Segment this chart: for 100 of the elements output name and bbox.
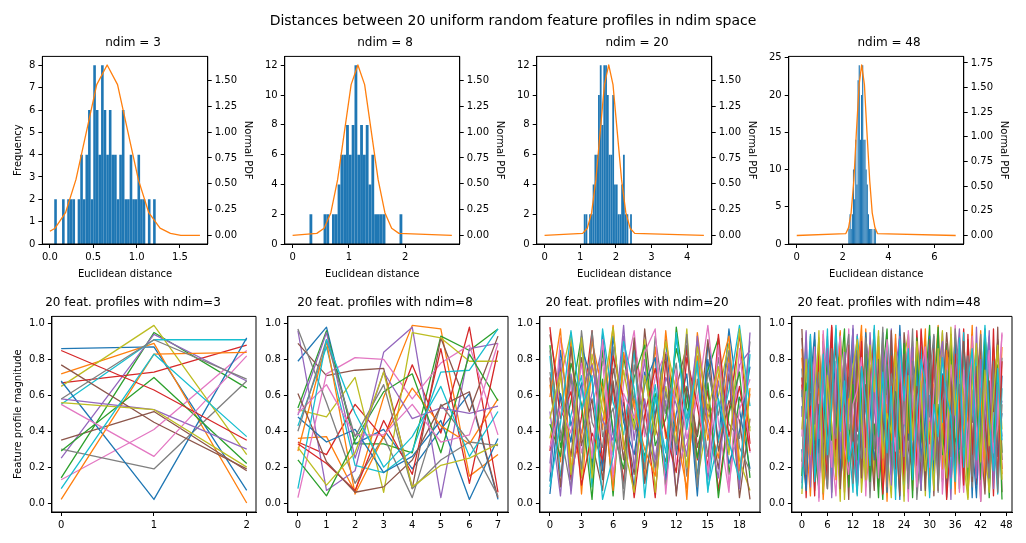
y-tick-label: 6 [523, 148, 530, 160]
x-tick-label: 4 [409, 518, 416, 530]
y-tick-label: 0.6 [29, 388, 45, 400]
y2-tick-label: 1.50 [718, 74, 741, 86]
y-tick-label: 0.0 [517, 496, 533, 508]
y-tick-label: 0.0 [769, 496, 785, 508]
y-tick-label: 1.0 [769, 317, 785, 329]
y-axis-title: Frequency [11, 124, 23, 177]
y-tick-label: 25 [768, 51, 782, 63]
y-tick-label: 12 [264, 58, 278, 70]
y2-tick-label: 0.50 [718, 177, 741, 189]
x-tick-label: 1 [577, 250, 584, 262]
y-tick-label: 6 [28, 103, 36, 115]
x-tick-label: 1 [323, 518, 330, 530]
y-tick-label: 20 [768, 88, 782, 100]
y-tick-label: 0.6 [517, 388, 533, 400]
x-tick-label: 3 [380, 518, 387, 530]
y2-tick-label: 0.25 [466, 203, 489, 215]
y2-axis-title: Normal PDF [747, 120, 759, 180]
x-axis-title: Euclidean distance [77, 267, 173, 279]
x-tick-label: 2 [401, 250, 409, 262]
y-tick-label: 0.6 [265, 388, 281, 400]
y2-axis-title: Normal PDF [243, 120, 255, 180]
y2-tick-label: 0.75 [970, 155, 993, 167]
x-tick-label: 4 [683, 250, 691, 262]
y-tick-label: 4 [28, 148, 36, 160]
x-tick-label: 12 [669, 518, 683, 530]
chart-title: ndim = 8 [357, 35, 413, 50]
x-tick-label: 9 [641, 518, 648, 530]
y-tick-label: 10 [264, 88, 278, 100]
y-tick-label: 0.8 [29, 353, 45, 365]
x-axis-title: Euclidean distance [829, 267, 924, 279]
y-tick-label: 5 [775, 200, 782, 212]
y-tick-label: 10 [516, 88, 530, 100]
x-tick-label: 1 [150, 518, 158, 530]
y-tick-label: 3 [28, 170, 36, 182]
x-tick-label: 2 [351, 518, 359, 530]
y-tick-label: 10 [768, 163, 782, 175]
y-tick-label: 0.6 [769, 388, 785, 400]
y2-tick-label: 0.50 [214, 177, 237, 189]
y2-tick-label: 1.25 [718, 99, 741, 111]
y-tick-label: 0.4 [769, 424, 785, 436]
y2-tick-label: 1.50 [970, 81, 993, 93]
x-tick-label: 0.0 [41, 250, 58, 262]
y-tick-label: 0.8 [517, 353, 533, 365]
y-tick-label: 0 [775, 237, 782, 249]
y-tick-label: 1 [28, 215, 36, 227]
x-tick-label: 24 [897, 518, 911, 530]
x-tick-label: 0 [541, 250, 548, 262]
y2-tick-label: 1.00 [214, 125, 237, 137]
x-tick-label: 18 [872, 518, 885, 530]
y2-tick-label: 0.00 [718, 229, 741, 241]
x-tick-label: 0 [793, 250, 800, 262]
y2-tick-label: 0.75 [718, 151, 741, 163]
y2-tick-label: 0.50 [466, 177, 489, 189]
y2-tick-label: 0.00 [970, 229, 993, 241]
y-tick-label: 8 [28, 58, 36, 70]
x-tick-label: 0 [57, 518, 65, 530]
y2-axis-title: Normal PDF [999, 120, 1011, 180]
x-tick-label: 36 [948, 518, 962, 530]
y-tick-label: 4 [523, 178, 530, 190]
y-tick-label: 8 [523, 118, 530, 130]
y-tick-label: 1.0 [517, 317, 533, 329]
y2-tick-label: 1.00 [718, 125, 741, 137]
x-tick-label: 3 [578, 518, 585, 530]
y-tick-label: 0.2 [29, 460, 45, 472]
x-tick-label: 15 [701, 518, 715, 530]
chart-title: ndim = 20 [605, 35, 669, 50]
y-tick-label: 2 [271, 207, 278, 219]
y-tick-label: 0.2 [517, 460, 533, 472]
y-tick-label: 1.0 [29, 317, 45, 329]
x-tick-label: 6 [609, 518, 617, 530]
x-tick-label: 0 [546, 518, 554, 530]
y-tick-label: 0.2 [769, 460, 785, 472]
y-tick-label: 2 [523, 207, 530, 219]
text: Distances between 20 uniform random feature profiles in ndim space [268, 11, 758, 30]
chart-title: ndim = 3 [105, 35, 161, 50]
y2-tick-label: 1.25 [466, 99, 489, 111]
chart-title: 20 feat. profiles with ndim=48 [797, 295, 981, 310]
chart-title: 20 feat. profiles with ndim=3 [45, 295, 221, 310]
chart-title: 20 feat. profiles with ndim=8 [297, 295, 473, 310]
y2-tick-label: 0.00 [214, 229, 237, 241]
x-tick-label: 6 [824, 518, 831, 530]
y-tick-label: 7 [28, 81, 36, 93]
y-tick-label: 0 [28, 237, 36, 249]
x-tick-label: 0 [798, 518, 806, 530]
y2-tick-label: 1.25 [970, 105, 993, 117]
y2-tick-label: 1.75 [970, 56, 993, 68]
x-tick-label: 1.5 [172, 250, 188, 262]
x-tick-label: 0 [294, 518, 302, 530]
x-tick-label: 30 [923, 518, 936, 530]
y-tick-label: 0.4 [517, 424, 533, 436]
x-tick-label: 4 [885, 250, 892, 262]
y-tick-label: 0.4 [265, 424, 281, 436]
y-tick-label: 12 [516, 58, 530, 70]
y-tick-label: 0 [523, 237, 530, 249]
y-tick-label: 4 [271, 178, 278, 190]
x-tick-label: 1 [345, 250, 353, 262]
y2-tick-label: 0.50 [970, 179, 993, 191]
x-axis-title: Euclidean distance [577, 267, 672, 279]
